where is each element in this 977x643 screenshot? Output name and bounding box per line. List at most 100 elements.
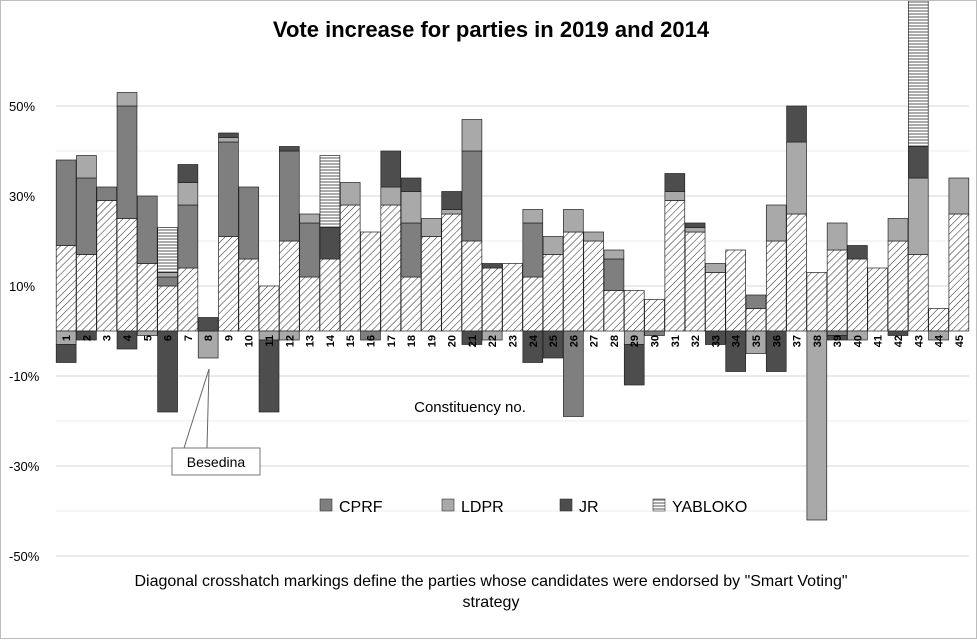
bar-smart-voting-endorsed-3 [96, 200, 118, 332]
bar-jr-9 [218, 132, 239, 138]
bar-smart-voting-endorsed-13 [299, 276, 320, 332]
bar-jr-20 [441, 191, 462, 210]
bar-smart-voting-endorsed-4 [116, 218, 138, 332]
x-tick-label: 14 [325, 334, 337, 347]
bar-jr-21 [461, 330, 483, 345]
bar-jr-40 [847, 245, 868, 260]
bar-jr-31 [664, 173, 686, 192]
bar-smart-voting-endorsed-28 [603, 290, 625, 332]
bar-smart-voting-endorsed-40 [847, 258, 868, 332]
bar-ldpr-45 [948, 177, 970, 215]
bar-cprf-26 [563, 330, 584, 417]
bar-jr-36 [765, 330, 787, 372]
x-tick-label: 39 [832, 335, 844, 347]
x-tick-label: 28 [609, 335, 621, 347]
legend-swatch-cprf [319, 498, 333, 512]
bar-smart-voting-endorsed-45 [948, 213, 970, 332]
bar-jr-39 [826, 335, 848, 341]
bar-jr-7 [177, 164, 199, 183]
bar-cprf-39 [826, 330, 848, 336]
bar-ldpr-39 [826, 222, 848, 251]
x-tick-label: 19 [426, 335, 438, 347]
legend-item-ldpr: LDPR [441, 498, 504, 516]
x-tick-label: 21 [467, 335, 479, 347]
bar-jr-6 [157, 330, 178, 413]
bar-smart-voting-endorsed-41 [867, 267, 888, 332]
bar-jr-33 [705, 330, 726, 345]
bar-ldpr-40 [847, 330, 868, 341]
bar-ldpr-15 [339, 182, 361, 206]
bar-smart-voting-endorsed-37 [786, 213, 807, 332]
annotation-box [171, 447, 261, 476]
bar-ldpr-31 [664, 191, 686, 201]
x-tick-label: 34 [731, 334, 743, 347]
bar-smart-voting-endorsed-21 [461, 240, 483, 332]
bar-ldpr-19 [421, 218, 442, 237]
bar-smart-voting-endorsed-43 [907, 254, 929, 332]
x-tick-label: 26 [568, 335, 580, 347]
bar-jr-17 [380, 150, 402, 188]
bar-ldpr-38 [806, 330, 828, 521]
x-tick-label: 31 [670, 335, 682, 347]
bar-cprf-4 [116, 105, 138, 219]
bar-ldpr-12 [279, 330, 300, 341]
bar-smart-voting-endorsed-34 [725, 249, 746, 332]
bar-cprf-2 [76, 177, 97, 255]
x-axis-label: Constituency no. [414, 399, 526, 416]
bar-smart-voting-endorsed-44 [928, 308, 949, 332]
bar-smart-voting-endorsed-19 [421, 236, 442, 332]
legend-swatch-yabloko [652, 498, 666, 512]
bar-jr-24 [522, 330, 544, 363]
bar-ldpr-4 [116, 92, 138, 107]
bar-smart-voting-endorsed-35 [745, 308, 767, 332]
y-tick-label: 10% [9, 279, 35, 294]
x-tick-label: 13 [305, 335, 317, 347]
y-axis-tick-labels: 50% 30% 10% -10% -30% -50% [9, 99, 40, 564]
bar-ldpr-20 [441, 209, 462, 215]
bar-ldpr-35 [745, 330, 767, 354]
bars [55, 0, 970, 521]
bar-smart-voting-endorsed-26 [563, 231, 584, 332]
bar-smart-voting-endorsed-24 [522, 276, 544, 332]
bar-smart-voting-endorsed-29 [623, 290, 645, 332]
legend-swatch-jr [559, 498, 573, 512]
bar-ldpr-32 [684, 227, 706, 233]
bar-jr-22 [481, 263, 503, 269]
x-tick-label: 3 [102, 335, 114, 341]
x-tick-label: 7 [183, 335, 195, 341]
y-tick-label: -50% [9, 549, 40, 564]
bar-jr-25 [542, 330, 564, 359]
bar-cprf-5 [137, 195, 158, 264]
bar-smart-voting-endorsed-42 [887, 240, 909, 332]
x-tick-label: 12 [284, 335, 296, 347]
x-tick-label: 40 [852, 335, 864, 347]
x-tick-label: 24 [528, 334, 540, 347]
bar-cprf-13 [299, 222, 320, 278]
bar-jr-14 [319, 227, 341, 260]
bar-smart-voting-endorsed-18 [400, 276, 422, 332]
bar-cprf-24 [522, 222, 544, 278]
x-tick-label: 29 [629, 335, 641, 347]
bar-cprf-28 [603, 258, 625, 291]
bar-smart-voting-endorsed-5 [137, 263, 158, 332]
x-tick-label: 17 [386, 335, 398, 347]
x-tick-label: 42 [893, 335, 905, 347]
x-tick-label: 38 [812, 335, 824, 347]
bar-ldpr-42 [887, 218, 909, 242]
y-tick-label: -30% [9, 459, 40, 474]
bar-smart-voting-endorsed-9 [218, 236, 239, 332]
bar-smart-voting-endorsed-11 [258, 285, 280, 332]
bar-smart-voting-endorsed-15 [339, 204, 361, 332]
bar-cprf-16 [360, 330, 381, 341]
bar-yabloko-43 [907, 0, 929, 147]
x-tick-label: 9 [223, 335, 235, 341]
bar-jr-2 [76, 330, 97, 341]
bar-smart-voting-endorsed-38 [806, 272, 828, 332]
bar-cprf-3 [96, 186, 118, 201]
x-tick-label: 2 [81, 335, 93, 341]
bar-smart-voting-endorsed-17 [380, 204, 402, 332]
bar-cprf-10 [238, 186, 260, 260]
bar-ldpr-43 [907, 177, 929, 255]
bar-jr-11 [258, 339, 280, 413]
